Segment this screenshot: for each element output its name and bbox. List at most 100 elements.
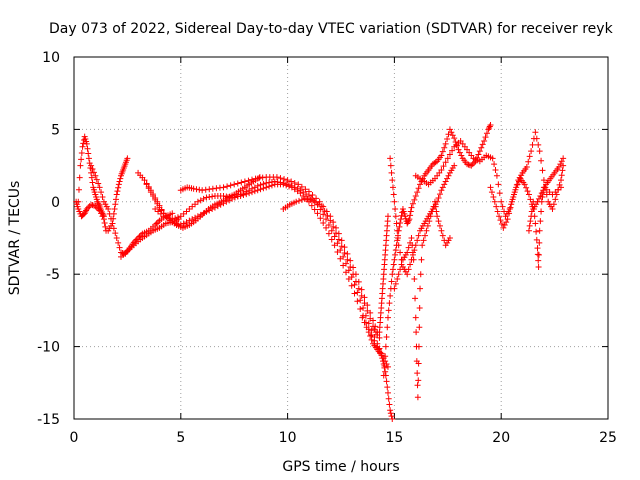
data-point <box>396 223 403 230</box>
data-point <box>96 207 103 214</box>
data-point <box>414 382 421 389</box>
data-point <box>415 185 422 192</box>
data-point <box>417 285 424 292</box>
data-point <box>415 360 422 367</box>
data-point <box>525 158 532 165</box>
data-point <box>115 239 122 246</box>
data-point <box>481 137 488 144</box>
data-point <box>85 150 92 157</box>
data-point <box>444 136 451 143</box>
data-point <box>422 232 429 239</box>
data-point <box>538 157 545 164</box>
data-point <box>408 256 415 263</box>
data-point <box>113 196 120 203</box>
data-point <box>475 151 482 158</box>
data-point <box>325 221 332 228</box>
data-point <box>408 235 415 241</box>
data-series-trace <box>177 174 383 341</box>
data-point <box>496 213 503 220</box>
data-point <box>388 169 395 176</box>
data-point <box>408 204 415 211</box>
data-point <box>495 181 502 188</box>
data-point <box>540 189 547 196</box>
data-point <box>412 314 419 321</box>
data-point <box>340 262 347 269</box>
data-point <box>448 129 455 136</box>
data-point <box>351 281 358 288</box>
data-point <box>405 266 412 273</box>
data-point <box>449 147 456 154</box>
data-point <box>154 200 161 207</box>
data-point <box>390 191 397 198</box>
data-point <box>78 156 85 163</box>
data-series-trace <box>376 213 391 336</box>
data-point <box>423 227 430 234</box>
data-point <box>394 276 401 283</box>
data-point <box>382 368 389 375</box>
data-point <box>397 249 404 256</box>
data-point <box>513 184 520 191</box>
data-point <box>497 217 504 224</box>
data-point <box>446 126 453 133</box>
data-point <box>506 210 513 217</box>
data-point <box>358 292 365 299</box>
data-point <box>391 285 398 292</box>
data-point <box>323 224 330 231</box>
data-point <box>392 206 399 213</box>
data-point <box>163 214 170 221</box>
data-point <box>436 191 443 198</box>
data-point <box>334 248 341 255</box>
data-point <box>482 134 489 141</box>
data-point <box>105 206 112 213</box>
data-point <box>413 329 420 336</box>
data-point <box>277 175 284 182</box>
data-point <box>440 163 447 170</box>
data-point <box>417 181 424 188</box>
data-point <box>558 184 565 191</box>
x-tick-label: 25 <box>599 430 617 446</box>
data-point <box>249 189 255 196</box>
data-point <box>491 161 498 168</box>
data-point <box>93 204 100 211</box>
data-point <box>237 193 244 200</box>
data-point <box>508 198 515 205</box>
data-point <box>89 179 96 186</box>
data-point <box>392 247 399 254</box>
data-point <box>445 172 452 179</box>
data-point <box>384 324 391 331</box>
data-point <box>111 206 118 213</box>
data-point <box>501 221 508 228</box>
data-point <box>441 181 448 188</box>
data-point <box>530 206 537 213</box>
data-point <box>112 201 119 208</box>
data-point <box>137 232 144 239</box>
data-point <box>525 191 532 198</box>
data-point <box>514 181 521 188</box>
data-point <box>281 176 288 183</box>
data-point <box>243 191 250 198</box>
data-point <box>384 389 391 396</box>
data-point <box>260 185 267 192</box>
data-point <box>531 213 538 220</box>
data-point <box>227 182 234 189</box>
data-point <box>383 378 390 385</box>
data-point <box>404 249 411 256</box>
axis-ticks <box>73 56 609 420</box>
data-point <box>390 261 397 268</box>
data-point <box>549 206 556 213</box>
data-point <box>417 271 424 278</box>
data-point <box>435 194 442 201</box>
data-point <box>113 235 120 241</box>
data-point <box>82 208 89 215</box>
data-point <box>145 185 152 192</box>
data-point <box>391 256 398 263</box>
data-point <box>558 158 565 165</box>
data-point <box>345 276 352 283</box>
data-point <box>442 159 449 166</box>
data-point <box>331 242 338 249</box>
data-point <box>411 247 418 254</box>
plot-frame <box>73 56 609 420</box>
data-point <box>479 141 486 148</box>
data-point <box>169 210 176 217</box>
data-point <box>439 232 446 239</box>
